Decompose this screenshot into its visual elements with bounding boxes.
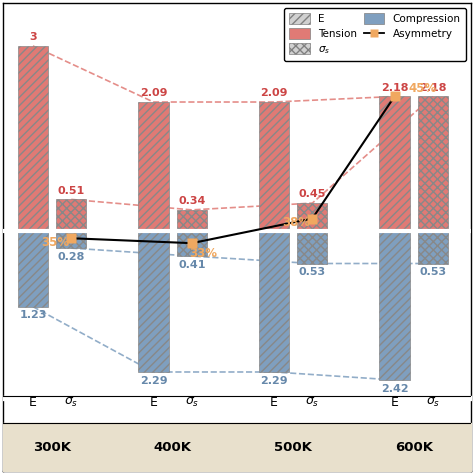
Text: 3: 3 bbox=[29, 32, 36, 42]
Text: E: E bbox=[270, 396, 278, 409]
Text: 45%: 45% bbox=[408, 82, 437, 94]
Text: E: E bbox=[29, 396, 37, 409]
Text: 2.09: 2.09 bbox=[140, 88, 167, 98]
Bar bbox=[297, 203, 328, 231]
Bar bbox=[18, 46, 48, 231]
Text: 35%: 35% bbox=[41, 236, 69, 249]
Bar bbox=[18, 231, 48, 307]
Text: 2.42: 2.42 bbox=[381, 383, 408, 394]
Text: $\sigma_s$: $\sigma_s$ bbox=[64, 396, 78, 409]
Text: E: E bbox=[391, 396, 399, 409]
Bar bbox=[177, 231, 207, 256]
Text: $\sigma_s$: $\sigma_s$ bbox=[305, 396, 319, 409]
Text: E: E bbox=[149, 396, 157, 409]
Bar bbox=[297, 231, 328, 264]
Text: 500K: 500K bbox=[274, 441, 312, 454]
Text: 2.18: 2.18 bbox=[381, 83, 408, 93]
Text: 0.28: 0.28 bbox=[57, 252, 85, 262]
Text: $\sigma_s$: $\sigma_s$ bbox=[426, 396, 440, 409]
Bar bbox=[177, 210, 207, 231]
Text: 38%: 38% bbox=[282, 216, 310, 229]
Bar bbox=[56, 231, 86, 248]
Text: 1.23: 1.23 bbox=[19, 310, 46, 320]
Text: 0.41: 0.41 bbox=[178, 260, 206, 270]
Bar bbox=[56, 200, 86, 231]
Text: 600K: 600K bbox=[395, 441, 433, 454]
Text: 2.29: 2.29 bbox=[260, 376, 288, 386]
Bar bbox=[380, 231, 410, 380]
Text: 2.09: 2.09 bbox=[260, 88, 288, 98]
Text: 2.29: 2.29 bbox=[140, 376, 167, 386]
Bar bbox=[259, 102, 289, 231]
Legend: E, Tension, $\sigma_s$, Compression, Asymmetry: E, Tension, $\sigma_s$, Compression, Asy… bbox=[284, 8, 466, 61]
Text: 0.53: 0.53 bbox=[299, 267, 326, 277]
Text: 300K: 300K bbox=[33, 441, 71, 454]
Bar bbox=[138, 102, 169, 231]
Text: 33%: 33% bbox=[189, 247, 217, 260]
Text: 0.53: 0.53 bbox=[419, 267, 447, 277]
Text: 2.18: 2.18 bbox=[419, 83, 447, 93]
Bar bbox=[418, 231, 448, 264]
Bar bbox=[418, 97, 448, 231]
Text: $\sigma_s$: $\sigma_s$ bbox=[185, 396, 199, 409]
Text: 0.51: 0.51 bbox=[58, 186, 85, 196]
Bar bbox=[380, 97, 410, 231]
Bar bbox=[259, 231, 289, 372]
Bar bbox=[138, 231, 169, 372]
Text: 0.34: 0.34 bbox=[178, 196, 206, 206]
Text: 400K: 400K bbox=[154, 441, 191, 454]
Text: 0.45: 0.45 bbox=[299, 190, 326, 200]
